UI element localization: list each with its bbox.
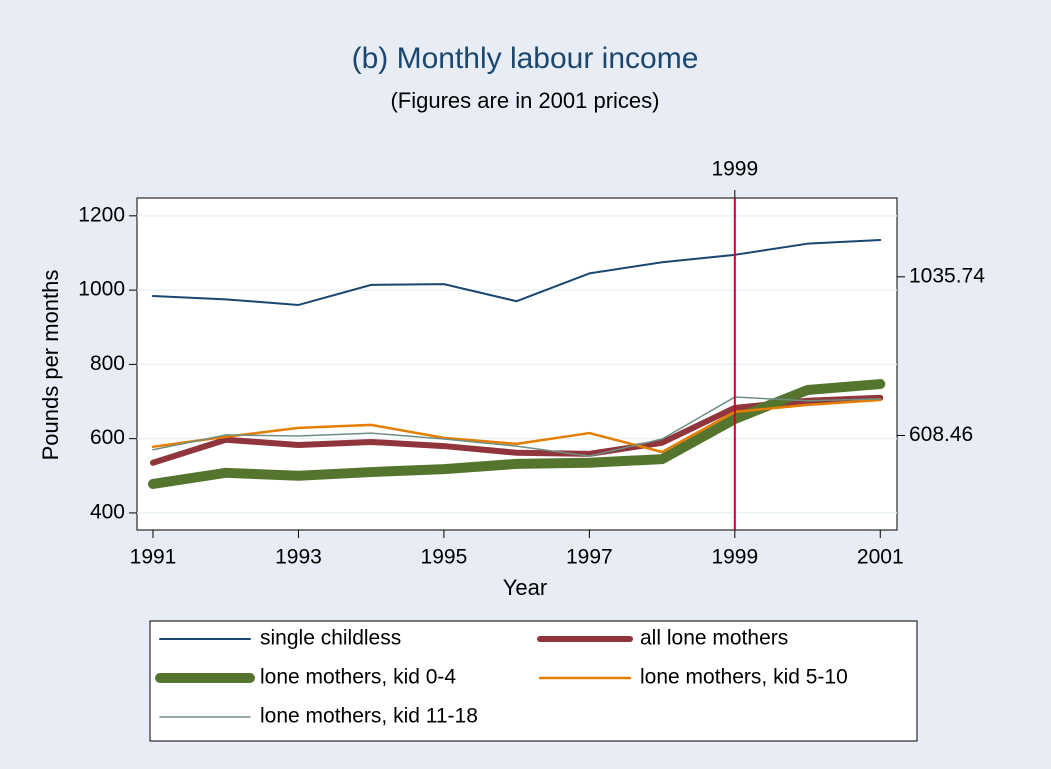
y-axis-label: Pounds per months <box>38 270 63 461</box>
y2-tick-label: 1035.74 <box>909 264 985 287</box>
legend-box <box>149 620 918 742</box>
x-tick-label: 1997 <box>566 546 613 569</box>
legend-label: all lone mothers <box>640 627 788 650</box>
series-line <box>152 396 882 457</box>
y-tick-label: 600 <box>90 426 125 449</box>
y-tick-label: 400 <box>90 500 125 523</box>
chart-title: (b) Monthly labour income <box>352 42 699 75</box>
legend-label: lone mothers, kid 5-10 <box>640 666 848 689</box>
legend-label: lone mothers, kid 11-18 <box>260 705 478 728</box>
x-tick-label: 1999 <box>711 546 758 569</box>
y-tick-label: 1000 <box>78 278 125 301</box>
legend-label: single childless <box>260 627 401 650</box>
legend-label: lone mothers, kid 0-4 <box>260 666 456 689</box>
x-axis-label: Year <box>503 575 547 600</box>
series-line <box>152 238 882 306</box>
x-tick-label: 1995 <box>421 546 468 569</box>
x-tick-label: 2001 <box>857 546 904 569</box>
series-line <box>151 398 882 454</box>
x-tick-label: 1991 <box>130 546 177 569</box>
y-tick-label: 800 <box>90 352 125 375</box>
x-tick-label: 1993 <box>275 546 322 569</box>
y-tick-label: 1200 <box>78 203 125 226</box>
chart-subtitle: (Figures are in 2001 prices) <box>390 88 659 113</box>
x2-tick-label: 1999 <box>711 158 758 181</box>
y2-tick-label: 608.46 <box>909 423 973 446</box>
